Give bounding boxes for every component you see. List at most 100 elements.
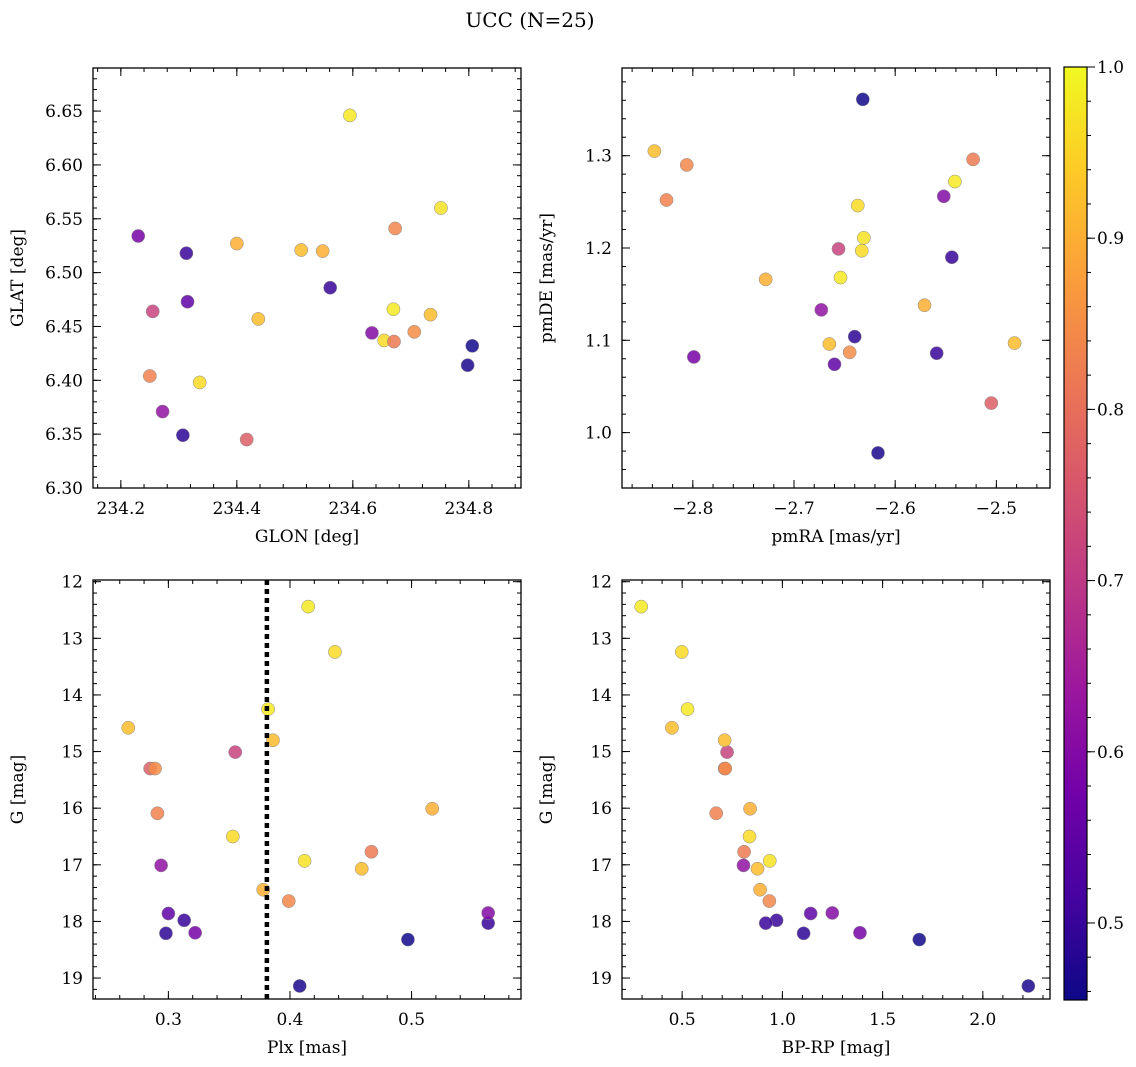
data-point — [853, 925, 867, 940]
data-point — [465, 339, 480, 353]
axes-frame — [621, 579, 1051, 1000]
data-point — [179, 246, 194, 261]
data-point — [343, 108, 357, 123]
x-tick-label: −2.5 — [976, 499, 1017, 519]
x-axis-label: Plx [mas] — [267, 1038, 347, 1058]
points — [131, 108, 480, 447]
x-tick-label: 1.0 — [769, 1010, 796, 1030]
data-point — [680, 702, 695, 716]
y-tick-label: 14 — [590, 686, 612, 706]
data-point — [750, 861, 765, 876]
x-tick-label: 0.3 — [155, 1010, 182, 1030]
points — [121, 599, 496, 993]
data-point — [481, 906, 496, 920]
x-axis-label: pmRA [mas/yr] — [771, 527, 900, 547]
y-tick-label: 12 — [590, 573, 612, 593]
data-point — [266, 733, 280, 748]
y-tick-label: 6.40 — [45, 371, 83, 391]
y-tick-label: 6.50 — [45, 264, 83, 284]
y-tick-label: 1.3 — [585, 147, 612, 167]
data-point — [686, 350, 701, 364]
colorbar-tick-label: 0.6 — [1097, 743, 1124, 763]
y-tick-label: 17 — [61, 856, 83, 876]
data-point — [850, 198, 865, 213]
data-point — [121, 720, 136, 735]
data-point — [192, 375, 207, 390]
data-point — [762, 853, 777, 868]
colorbar-gradient — [1063, 66, 1088, 1001]
y-tick-label: 19 — [590, 969, 612, 989]
data-point — [142, 369, 157, 383]
data-point — [929, 346, 944, 361]
data-point — [315, 244, 330, 258]
x-axis-label: BP-RP [mag] — [782, 1038, 891, 1058]
data-point — [912, 932, 927, 947]
axes-frame — [92, 67, 522, 489]
data-point — [423, 307, 438, 322]
colorbar-tick-label: 0.5 — [1097, 914, 1124, 934]
axes-frame — [92, 579, 522, 1000]
x-tick-label: 0.4 — [276, 1010, 303, 1030]
data-point — [145, 304, 160, 319]
panel-bprp-g: 0.5 1.0 1.5 2.0 12 13 14 15 16 17 18 19 BP-RP [mag] G… — [537, 573, 1051, 1058]
data-point — [814, 303, 829, 317]
data-point — [842, 345, 857, 360]
data-point — [796, 926, 811, 941]
data-point — [855, 92, 870, 107]
data-point — [388, 221, 402, 236]
colorbar-tick-label: 0.9 — [1097, 229, 1124, 249]
points — [634, 599, 1036, 993]
data-point — [659, 193, 674, 207]
data-point — [833, 270, 848, 285]
panel-pmra-pmde: −2.8 −2.7 −2.6 −2.5 1.0 1.1 1.2 1.3 pmRA [mas/yr… — [537, 67, 1051, 547]
data-point — [856, 231, 871, 245]
data-point — [364, 844, 379, 859]
ticks — [93, 67, 521, 489]
y-tick-label: 16 — [61, 799, 83, 819]
data-point — [225, 829, 240, 844]
data-point — [743, 801, 757, 816]
y-tick-label: 6.55 — [45, 210, 83, 230]
y-tick-label: 6.45 — [45, 317, 83, 337]
data-point — [239, 432, 254, 447]
data-point — [150, 806, 165, 821]
data-point — [762, 894, 777, 908]
points — [647, 92, 1022, 460]
data-point — [297, 853, 312, 868]
y-tick-label: 18 — [590, 912, 612, 932]
y-tick-label: 15 — [590, 743, 612, 763]
data-point — [155, 404, 170, 419]
data-point — [736, 858, 751, 873]
data-point — [742, 829, 757, 844]
data-point — [407, 325, 422, 339]
data-point — [831, 242, 846, 256]
data-point — [131, 229, 146, 243]
y-tick-label: 1.1 — [585, 331, 612, 351]
data-point — [188, 925, 202, 940]
y-tick-label: 17 — [590, 856, 612, 876]
data-point — [822, 337, 837, 351]
y-tick-label: 12 — [61, 573, 83, 593]
data-point — [827, 357, 842, 372]
y-tick-label: 19 — [61, 969, 83, 989]
data-point — [354, 861, 369, 876]
data-point — [709, 806, 724, 821]
data-point — [1007, 336, 1022, 350]
data-point — [674, 645, 689, 659]
data-point — [460, 358, 475, 373]
data-point — [180, 294, 195, 309]
data-point — [281, 894, 296, 908]
data-point — [753, 882, 767, 897]
y-tick-label: 6.30 — [45, 479, 83, 499]
data-point — [161, 906, 176, 921]
data-point — [386, 302, 401, 317]
data-point — [803, 906, 818, 921]
data-point — [292, 979, 307, 993]
data-point — [365, 326, 379, 340]
data-point — [917, 298, 932, 313]
data-point — [176, 428, 190, 443]
x-tick-label: −2.6 — [875, 499, 916, 519]
x-tick-label: −2.7 — [773, 499, 814, 519]
data-point — [159, 926, 173, 941]
y-tick-label: 6.65 — [45, 102, 83, 122]
